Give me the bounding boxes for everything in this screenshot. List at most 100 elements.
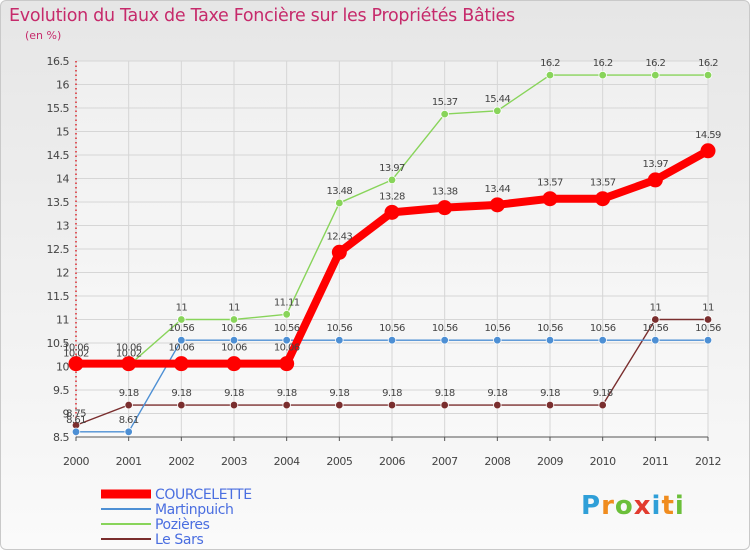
data-point — [700, 143, 716, 159]
x-tick-label: 2011 — [642, 455, 668, 468]
data-label-layer: 8.75 9.18 9.18 9.18 9.18 9.18 9.18 9.18 9.18 9.18… — [63, 58, 721, 426]
x-tick-label: 2003 — [221, 455, 247, 468]
data-point — [229, 315, 239, 324]
data-label: 10.06 — [63, 343, 89, 354]
data-label: 10.56 — [379, 323, 405, 334]
x-tick-label: 2008 — [484, 455, 510, 468]
data-label: 13.97 — [643, 159, 669, 170]
logo-letter: x — [633, 491, 652, 521]
data-label: 10.06 — [221, 343, 247, 354]
data-label: 9.18 — [119, 388, 139, 399]
data-label: 13.28 — [379, 191, 405, 202]
data-point — [173, 356, 189, 372]
data-label: 10.06 — [116, 343, 142, 354]
data-point — [437, 200, 453, 216]
data-point — [68, 356, 84, 372]
x-tick-label: 2010 — [590, 455, 616, 468]
data-label: 10.02 — [116, 349, 142, 360]
data-label: 13.97 — [379, 163, 405, 174]
x-tick-label: 2005 — [326, 455, 352, 468]
data-point — [282, 335, 291, 345]
x-tick-label: 2000 — [63, 455, 89, 468]
data-point — [177, 315, 186, 324]
data-label: 13.57 — [590, 178, 616, 189]
y-tick-label: 14 — [56, 173, 69, 186]
data-point — [279, 356, 295, 372]
data-label: 10.56 — [274, 323, 300, 334]
data-point — [545, 400, 555, 410]
data-label: 10.56 — [432, 323, 458, 334]
data-point — [177, 335, 186, 345]
data-point — [335, 335, 344, 345]
logo-letter: i — [674, 491, 685, 521]
data-label: 10.56 — [590, 323, 616, 334]
logo-letter: i — [651, 491, 662, 521]
y-tick-label: 14.5 — [47, 149, 70, 162]
y-tick-label: 12 — [56, 267, 69, 280]
data-point — [493, 106, 502, 116]
proxiti-logo: Proxiti — [581, 491, 685, 521]
data-label: 16.2 — [645, 58, 665, 69]
series-layer — [68, 70, 716, 437]
data-point — [229, 335, 239, 345]
data-point — [387, 335, 397, 345]
data-label: 10.56 — [643, 323, 669, 334]
data-point — [647, 172, 663, 188]
data-label: 9.18 — [593, 388, 613, 399]
data-point — [545, 335, 555, 345]
data-point — [703, 315, 713, 324]
data-label: 12.43 — [327, 231, 353, 242]
data-label: 15.44 — [485, 94, 511, 105]
data-label: 13.44 — [485, 184, 511, 195]
data-point — [387, 400, 397, 410]
y-tick-label: 11.5 — [47, 290, 70, 303]
data-point — [493, 400, 502, 410]
data-label: 16.2 — [540, 58, 560, 69]
data-label: 14.59 — [695, 130, 721, 141]
data-label: 16.2 — [593, 58, 613, 69]
x-tick-label: 2006 — [379, 455, 405, 468]
y-tick-label: 13.5 — [47, 196, 70, 209]
data-point — [71, 427, 81, 437]
data-point — [440, 400, 449, 410]
chart-title: Evolution du Taux de Taxe Foncière sur l… — [9, 6, 515, 26]
data-label: 13.38 — [432, 187, 458, 198]
x-tick-label: 2007 — [432, 455, 458, 468]
data-point — [440, 109, 449, 119]
data-label: 9.18 — [540, 388, 560, 399]
data-label: 9.18 — [171, 388, 191, 399]
data-point — [493, 335, 502, 345]
x-tick-label: 2002 — [168, 455, 194, 468]
y-tick-label: 8.5 — [53, 431, 69, 444]
x-tick-label: 2012 — [695, 455, 721, 468]
data-point — [595, 191, 611, 207]
data-label: 8.75 — [66, 408, 86, 419]
y-tick-label: 9.5 — [53, 384, 69, 397]
data-point — [598, 70, 607, 80]
data-point — [335, 198, 344, 208]
data-point — [124, 427, 133, 437]
data-label: 13.57 — [537, 178, 563, 189]
logo-letter: o — [614, 491, 634, 521]
data-point — [226, 356, 242, 372]
data-label: 10.06 — [169, 343, 195, 354]
legend-label: COURCELETTE — [155, 487, 252, 503]
data-point — [331, 244, 347, 260]
data-label: 13.48 — [327, 186, 353, 197]
data-point — [282, 400, 291, 410]
data-label: 9.18 — [277, 388, 297, 399]
axis-layer: 8.5 9 9.5 10 10.5 11 11.5 12 12.5 13 13.5 14 14.5 15 1… — [47, 55, 722, 468]
data-label: 11 — [176, 303, 188, 314]
data-point — [440, 335, 449, 345]
data-label: 9.18 — [487, 388, 507, 399]
logo-letter: t — [661, 491, 675, 521]
data-label: 10.56 — [537, 323, 563, 334]
data-label: 10.56 — [169, 323, 195, 334]
data-point — [651, 70, 660, 80]
data-label: 10.56 — [485, 323, 511, 334]
grid-layer — [75, 60, 709, 438]
data-label: 10.56 — [327, 323, 353, 334]
data-label: 9.18 — [329, 388, 349, 399]
y-tick-label: 13 — [56, 220, 69, 233]
